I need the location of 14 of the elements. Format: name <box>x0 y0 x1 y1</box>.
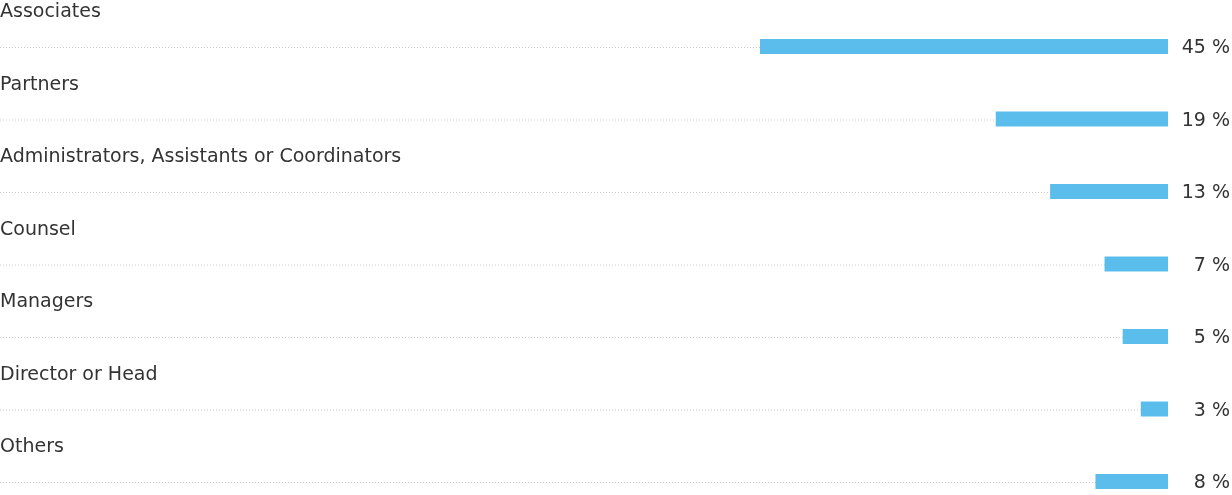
data-label: 8 % <box>1193 470 1230 492</box>
data-label: 13 % <box>1181 180 1230 202</box>
data-label: 3 % <box>1193 397 1230 420</box>
y-tick-label: Partners <box>0 71 79 94</box>
y-tick-label: Counsel <box>0 216 76 239</box>
y-tick-label: Associates <box>0 0 101 21</box>
y-tick-label: Managers <box>0 289 94 311</box>
data-label: 5 % <box>1193 325 1230 347</box>
y-tick-label: Director or Head <box>0 361 158 384</box>
data-label: 7 % <box>1193 252 1230 275</box>
data-label: 19 % <box>1181 107 1230 130</box>
y-tick-label: Administrators, Assistants or Coordinators <box>0 144 402 166</box>
y-tick-label: Others <box>0 434 64 456</box>
data-label: 45 % <box>1181 35 1230 57</box>
